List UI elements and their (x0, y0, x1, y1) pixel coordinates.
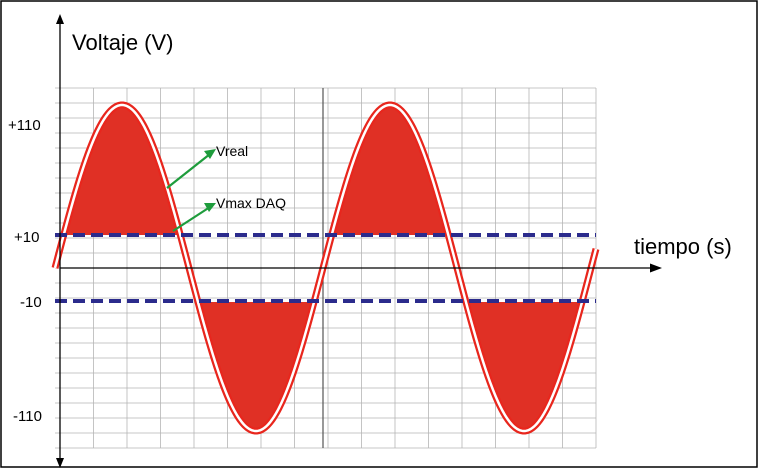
over-range-negative (197, 302, 583, 431)
vreal-arrow (166, 153, 211, 189)
vreal-arrowhead-icon (204, 149, 216, 159)
clipped-regions (63, 105, 583, 431)
y-axis-arrow-down (56, 458, 64, 468)
x-axis-arrow-icon (650, 263, 662, 273)
over-range-positive (63, 105, 449, 235)
y-tick-label-minus110: -110 (13, 408, 42, 425)
chart-title: Voltaje (V) (72, 30, 174, 55)
signal-curves (51, 101, 600, 435)
y-tick-label-plus10: +10 (14, 229, 39, 246)
y-tick-label-minus10: -10 (20, 294, 42, 311)
x-axis-label: tiempo (s) (634, 234, 732, 259)
vmax-daq-label: Vmax DAQ (216, 195, 286, 211)
vmax-daq-arrow (172, 206, 211, 232)
annotation-arrows (166, 149, 216, 232)
vreal-label: Vreal (216, 143, 248, 159)
y-axis-arrow-up (56, 14, 64, 24)
vmax-daq-arrowhead-icon (204, 203, 216, 212)
vreal-curve-highlight (53, 103, 598, 433)
y-tick-label-plus110: +110 (8, 117, 41, 134)
